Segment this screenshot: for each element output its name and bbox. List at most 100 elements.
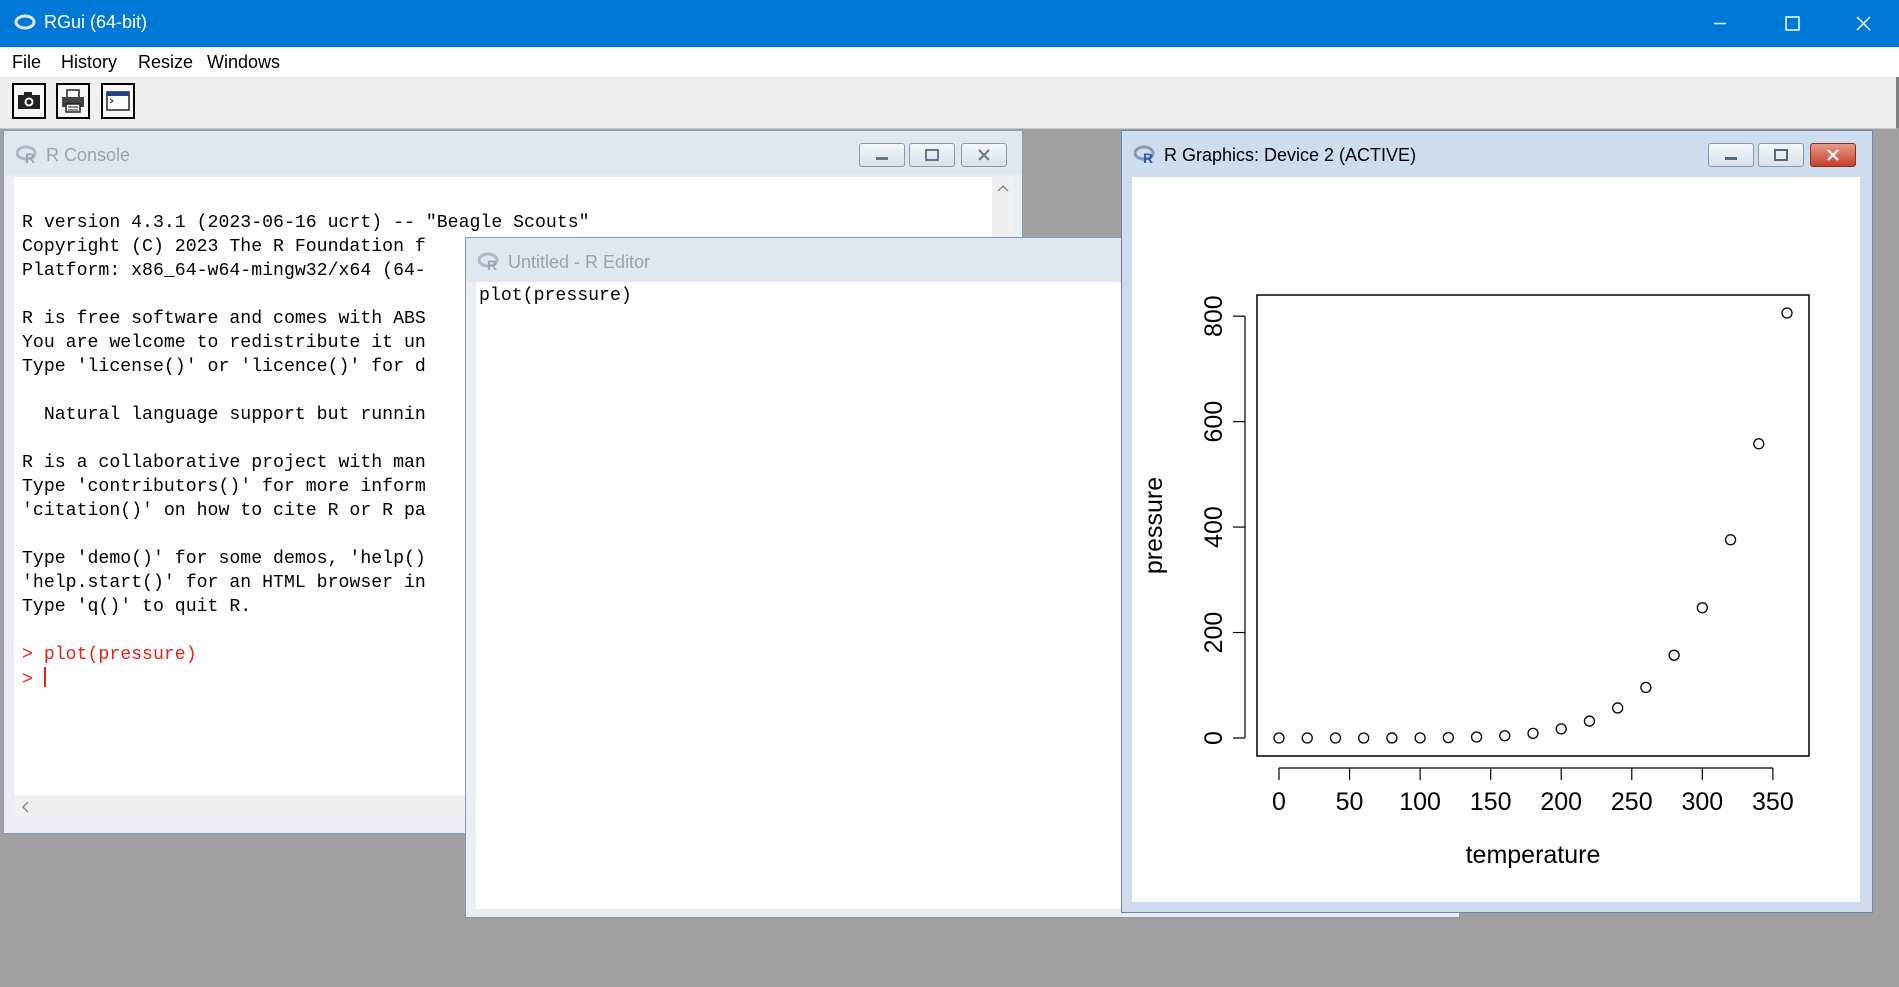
data-point [1612,702,1624,714]
data-point [1329,732,1342,744]
data-point [1414,732,1426,744]
console-line: R is free software and comes with ABS [22,309,426,329]
data-point [1583,715,1596,727]
plot-canvas: 0 50 100 150 200 250 300 350 0 200 400 600 800 temper… [1132,177,1860,902]
graphics-title: R Graphics: Device 2 (ACTIVE) [1164,145,1417,165]
camera-icon [18,92,40,109]
console-command-line: > plot(pressure) [22,645,197,665]
minimize-button[interactable] [1685,0,1755,47]
minimize-icon [1725,157,1737,160]
console-prompt[interactable]: > [22,667,46,692]
maximize-button[interactable] [1757,0,1827,47]
restore-icon [1774,149,1788,161]
data-point [1668,649,1680,661]
data-point [1781,307,1793,319]
svg-text:R: R [487,257,497,272]
data-point [1301,732,1313,744]
x-tick-label: 150 [1470,788,1512,816]
graphics-maximize-button[interactable] [1758,143,1804,167]
data-point [1555,723,1567,735]
console-line: R version 4.3.1 (2023-06-16 ucrt) -- "Be… [22,213,590,233]
console-line: Natural language support but runnin [22,405,426,425]
console-line: 'citation()' on how to cite R or R pa [22,501,426,521]
plot-frame [1256,294,1810,757]
data-point [1527,727,1539,740]
r-logo-icon: R [16,145,37,165]
x-tick-label: 0 [1272,788,1286,816]
graphics-title-bar[interactable]: R R Graphics: Device 2 (ACTIVE) [1122,131,1872,175]
console-line: Type 'q()' to quit R. [22,597,252,617]
y-tick-label: 400 [1200,506,1228,548]
data-point [1470,731,1483,743]
title-bar: RGui (64-bit) [0,0,1899,47]
prompt-symbol: > [22,670,33,690]
data-point [1640,681,1652,694]
close-icon [978,149,990,161]
y-tick-label: 200 [1200,612,1228,654]
menu-file[interactable]: File [12,52,42,72]
r-logo-icon: R [1134,145,1155,165]
x-axis-title: temperature [1466,841,1601,869]
console-maximize-button[interactable] [909,143,955,167]
chevron-up-icon [997,184,1009,192]
close-icon [1827,149,1839,161]
svg-text:R: R [25,150,35,165]
console-line: Type 'contributors()' for more inform [22,477,426,497]
graphics-close-button[interactable] [1810,143,1856,167]
menu-history[interactable]: History [61,52,118,72]
chevron-left-icon [21,801,29,813]
x-tick-label: 50 [1336,788,1364,816]
data-point [1273,732,1285,744]
maximize-icon [1785,16,1800,31]
minimize-icon [1714,22,1726,25]
text-cursor [43,667,46,687]
y-tick-label: 0 [1200,731,1228,745]
y-tick-label: 800 [1200,295,1228,337]
console-close-button[interactable] [961,143,1007,167]
data-point [1724,534,1737,546]
print-button[interactable] [56,83,90,119]
console-line: Type 'demo()' for some demos, 'help() [22,549,426,569]
console-line: R is a collaborative project with man [22,453,426,473]
editor-code-line: plot(pressure) [479,286,632,306]
toolbar [0,77,1899,129]
menu-windows[interactable]: Windows [207,52,281,72]
x-tick-label: 300 [1681,788,1723,816]
x-tick-label: 200 [1540,788,1582,816]
console-button[interactable] [101,83,135,119]
close-icon [1856,16,1871,31]
editor-title: Untitled - R Editor [508,252,651,272]
svg-text:R: R [1143,150,1153,165]
console-line: Type 'license()' or 'licence()' for d [22,357,426,377]
x-tick-label: 350 [1752,788,1794,816]
console-window-icon [106,91,130,111]
close-button[interactable] [1828,0,1898,47]
data-point [1386,732,1398,744]
x-tick-label: 100 [1399,788,1441,816]
console-line: Copyright (C) 2023 The R Foundation f [22,237,426,257]
minimize-icon [876,157,888,160]
scatter-plot: 0 50 100 150 200 250 300 350 0 200 400 600 800 temper… [1140,294,1810,869]
graphics-window[interactable]: R R Graphics: Device 2 (ACTIVE) 0 50 100 15… [1121,130,1873,913]
menu-resize[interactable]: Resize [138,52,194,72]
r-logo-icon [14,14,36,30]
screenshot-button[interactable] [12,83,46,119]
restore-icon [925,149,939,161]
graphics-minimize-button[interactable] [1708,143,1754,167]
data-point [1358,732,1370,744]
console-title-bar[interactable]: R R Console [4,131,1022,175]
r-logo-icon: R [478,252,499,272]
data-point [1442,731,1454,744]
console-line: Platform: x86_64-w64-mingw32/x64 (64- [22,261,426,281]
console-line: You are welcome to redistribute it un [22,333,426,353]
console-title: R Console [46,145,131,165]
menu-bar: File History Resize Windows [0,47,1899,77]
console-line: 'help.start()' for an HTML browser in [22,573,426,593]
printer-icon [62,89,84,113]
data-point [1696,602,1708,614]
y-axis-title: pressure [1140,477,1168,574]
console-minimize-button[interactable] [859,143,905,167]
data-point [1499,730,1511,742]
y-tick-label: 600 [1200,401,1228,443]
data-point [1753,438,1765,450]
